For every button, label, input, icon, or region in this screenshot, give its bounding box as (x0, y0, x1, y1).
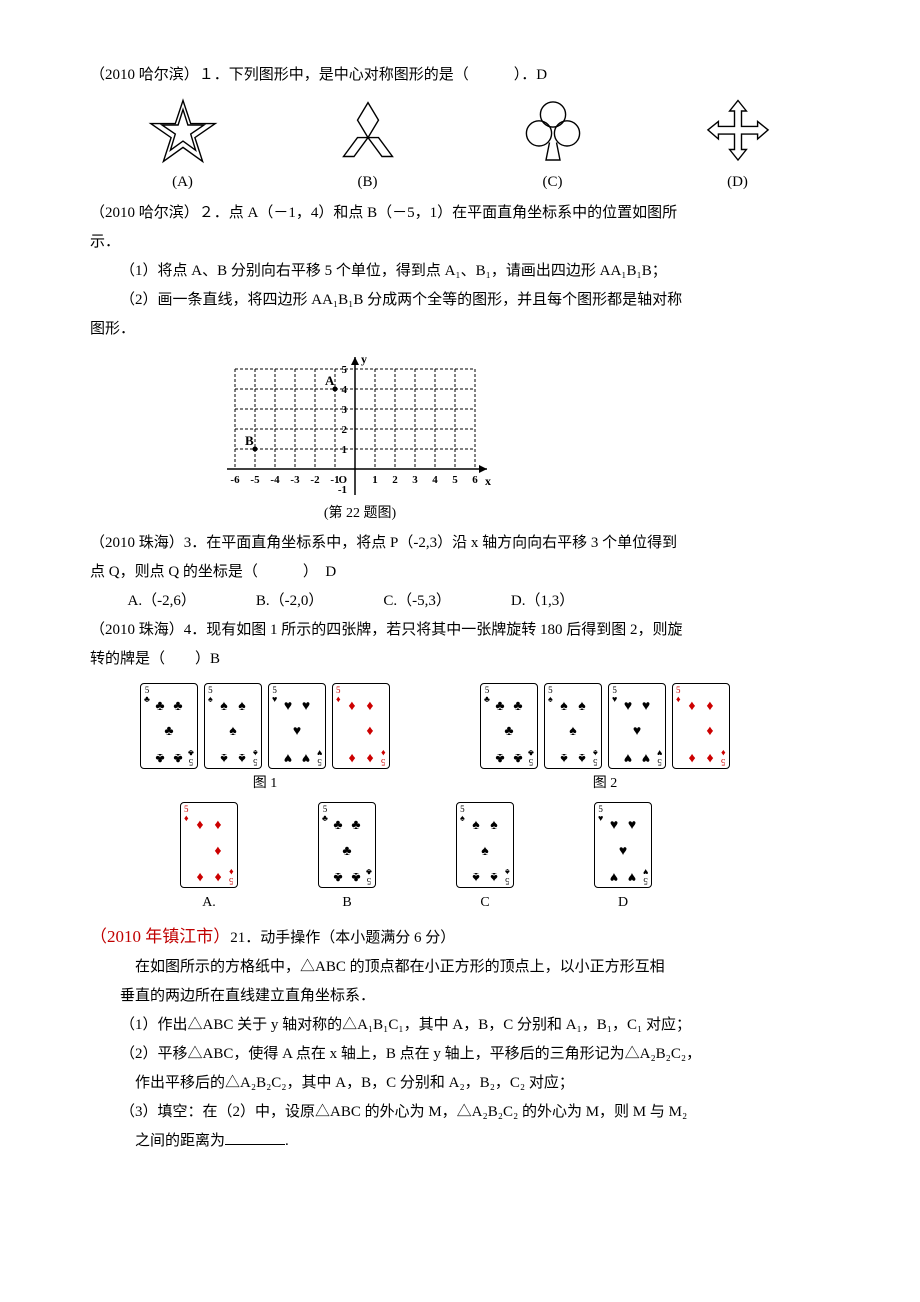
q5-s3a: （3）填空：在（2）中，设原△ABC 的外心为 M，△A₂B₂C₂ 的外心为 M… (90, 1099, 830, 1126)
q5-s3b-prefix: 之间的距离为 (135, 1133, 225, 1149)
svg-text:1: 1 (342, 444, 348, 456)
blank-line (225, 1129, 285, 1145)
q2-line1: （2010 哈尔滨）２．点 A（－1，4）和点 B（－5，1）在平面直角坐标系中… (90, 200, 830, 227)
svg-text:-6: -6 (230, 474, 240, 486)
q3-line2: 点 Q，则点 Q 的坐标是（ ） D (90, 559, 830, 586)
q4-ans-0: 5♦ 5♦ ♦♦ ♦ ♦♦ A. (180, 802, 238, 915)
q4-ans-label: D (618, 890, 628, 915)
q4-line2: 转的牌是（ ）B (90, 646, 830, 673)
q4-fig1-label: 图 1 (253, 771, 278, 796)
playing-card: 5♥ 5♥ ♥♥ ♥ ♥♥ (268, 683, 326, 769)
svg-text:4: 4 (432, 474, 438, 486)
svg-text:B: B (245, 433, 254, 448)
playing-card: 5♠ 5♠ ♠♠ ♠ ♠♠ (204, 683, 262, 769)
playing-card: 5♣ 5♣ ♣♣ ♣ ♣♣ (140, 683, 198, 769)
svg-text:3: 3 (412, 474, 418, 486)
q3-opt-a: A.（-2,6） (128, 588, 196, 615)
diamond-shapes-icon (323, 97, 413, 167)
svg-text:2: 2 (392, 474, 398, 486)
q2-sub1: （1）将点 A、B 分别向右平移 5 个单位，得到点 A₁、B₁，请画出四边形 … (90, 258, 830, 285)
q2-sub2b: 图形． (90, 316, 830, 343)
q4-ans-3: 5♥ 5♥ ♥♥ ♥ ♥♥ D (594, 802, 652, 915)
playing-card: 5♣ 5♣ ♣♣ ♣ ♣♣ (318, 802, 376, 888)
q5-p1a: 在如图所示的方格纸中，△ABC 的顶点都在小正方形的顶点上，以小正方形互相 (90, 954, 830, 981)
q4-ans-label: C (480, 890, 489, 915)
q4-ans-1: 5♣ 5♣ ♣♣ ♣ ♣♣ B (318, 802, 376, 915)
svg-text:4: 4 (342, 384, 348, 396)
q1-opt-b: (B) (323, 97, 413, 196)
svg-text:y: y (361, 352, 367, 366)
svg-text:-3: -3 (290, 474, 300, 486)
svg-text:6: 6 (472, 474, 478, 486)
q5-p1b: 垂直的两边所在直线建立直角坐标系． (90, 983, 830, 1010)
playing-card: 5♦ 5♦ ♦♦ ♦ ♦♦ (672, 683, 730, 769)
q5-title: （2010 年镇江市）21．动手操作（本小题满分 6 分） (90, 922, 830, 953)
q2-line2: 示． (90, 229, 830, 256)
q5-s3b: 之间的距离为. (90, 1128, 830, 1155)
svg-text:3: 3 (342, 404, 348, 416)
q1-label-d: (D) (727, 169, 748, 196)
svg-text:-5: -5 (250, 474, 260, 486)
playing-card: 5♠ 5♠ ♠♠ ♠ ♠♠ (544, 683, 602, 769)
q1-label-b: (B) (358, 169, 378, 196)
playing-card: 5♥ 5♥ ♥♥ ♥ ♥♥ (594, 802, 652, 888)
playing-card: 5♥ 5♥ ♥♥ ♥ ♥♥ (608, 683, 666, 769)
q4-ans-2: 5♠ 5♠ ♠♠ ♠ ♠♠ C (456, 802, 514, 915)
q3-opt-b: B.（-2,0） (256, 588, 324, 615)
q2-figure: -6-5-4-3-2-1123456-112345OxyAB (第 22 题图) (210, 349, 510, 526)
q4-fig2: 5♣ 5♣ ♣♣ ♣ ♣♣ 5♠ 5♠ ♠♠ ♠ ♠♠ 5♥ 5♥ ♥♥ ♥ ♥… (480, 683, 730, 796)
svg-text:x: x (485, 474, 491, 488)
coordinate-grid-icon: -6-5-4-3-2-1123456-112345OxyAB (220, 349, 500, 499)
q5-s1: （1）作出△ABC 关于 y 轴对称的△A₁B₁C₁，其中 A，B，C 分别和 … (90, 1012, 830, 1039)
q2-sub2a: （2）画一条直线，将四边形 AA₁B₁B 分成两个全等的图形，并且每个图形都是轴… (90, 287, 830, 314)
q3-opt-d: D.（1,3） (511, 588, 574, 615)
q4-line1: （2010 珠海）4．现有如图 1 所示的四张牌，若只将其中一张牌旋转 180 … (90, 617, 830, 644)
arrows-cross-icon (693, 97, 783, 167)
playing-card: 5♣ 5♣ ♣♣ ♣ ♣♣ (480, 683, 538, 769)
playing-card: 5♠ 5♠ ♠♠ ♠ ♠♠ (456, 802, 514, 888)
svg-text:5: 5 (342, 364, 348, 376)
q1-label-c: (C) (543, 169, 563, 196)
q1-opt-a: (A) (138, 97, 228, 196)
club-icon (508, 97, 598, 167)
star-icon (138, 97, 228, 167)
q5-s2b: 作出平移后的△A₂B₂C₂，其中 A，B，C 分别和 A₂，B₂，C₂ 对应； (90, 1070, 830, 1097)
svg-text:1: 1 (372, 474, 378, 486)
q4-ans-label: A. (202, 890, 216, 915)
q5-title-red: （2010 年镇江市） (90, 927, 230, 946)
svg-text:-2: -2 (310, 474, 320, 486)
q4-answers: 5♦ 5♦ ♦♦ ♦ ♦♦ A. 5♣ 5♣ ♣♣ ♣ ♣♣ B 5♠ 5♠ ♠… (180, 802, 830, 915)
q3-line1: （2010 珠海）3．在平面直角坐标系中，将点 P（-2,3）沿 x 轴方向向右… (90, 530, 830, 557)
q3-opt-c: C.（-5,3） (383, 588, 451, 615)
q4-figures: 5♣ 5♣ ♣♣ ♣ ♣♣ 5♠ 5♠ ♠♠ ♠ ♠♠ 5♥ 5♥ ♥♥ ♥ ♥… (140, 683, 830, 796)
q1-options: (A) (B) (C) (D) (90, 97, 830, 196)
svg-text:O: O (338, 474, 347, 486)
q4-fig1: 5♣ 5♣ ♣♣ ♣ ♣♣ 5♠ 5♠ ♠♠ ♠ ♠♠ 5♥ 5♥ ♥♥ ♥ ♥… (140, 683, 390, 796)
q1-label-a: (A) (172, 169, 193, 196)
q4-ans-label: B (342, 890, 351, 915)
q1-opt-c: (C) (508, 97, 598, 196)
q1-text: （2010 哈尔滨）１．下列图形中，是中心对称图形的是（ ）．D (90, 62, 830, 89)
q5-s2a: （2）平移△ABC，使得 A 点在 x 轴上，B 点在 y 轴上，平移后的三角形… (90, 1041, 830, 1068)
q2-caption: (第 22 题图) (324, 501, 396, 526)
svg-text:-4: -4 (270, 474, 280, 486)
q1-opt-d: (D) (693, 97, 783, 196)
svg-text:5: 5 (452, 474, 458, 486)
q5-title-rest: 21．动手操作（本小题满分 6 分） (230, 930, 455, 946)
playing-card: 5♦ 5♦ ♦♦ ♦ ♦♦ (332, 683, 390, 769)
q3-options: A.（-2,6） B.（-2,0） C.（-5,3） D.（1,3） (90, 588, 830, 615)
svg-text:2: 2 (342, 424, 348, 436)
q5-s3b-suffix: . (285, 1133, 289, 1149)
playing-card: 5♦ 5♦ ♦♦ ♦ ♦♦ (180, 802, 238, 888)
q4-fig2-label: 图 2 (593, 771, 618, 796)
svg-text:A: A (325, 373, 335, 388)
